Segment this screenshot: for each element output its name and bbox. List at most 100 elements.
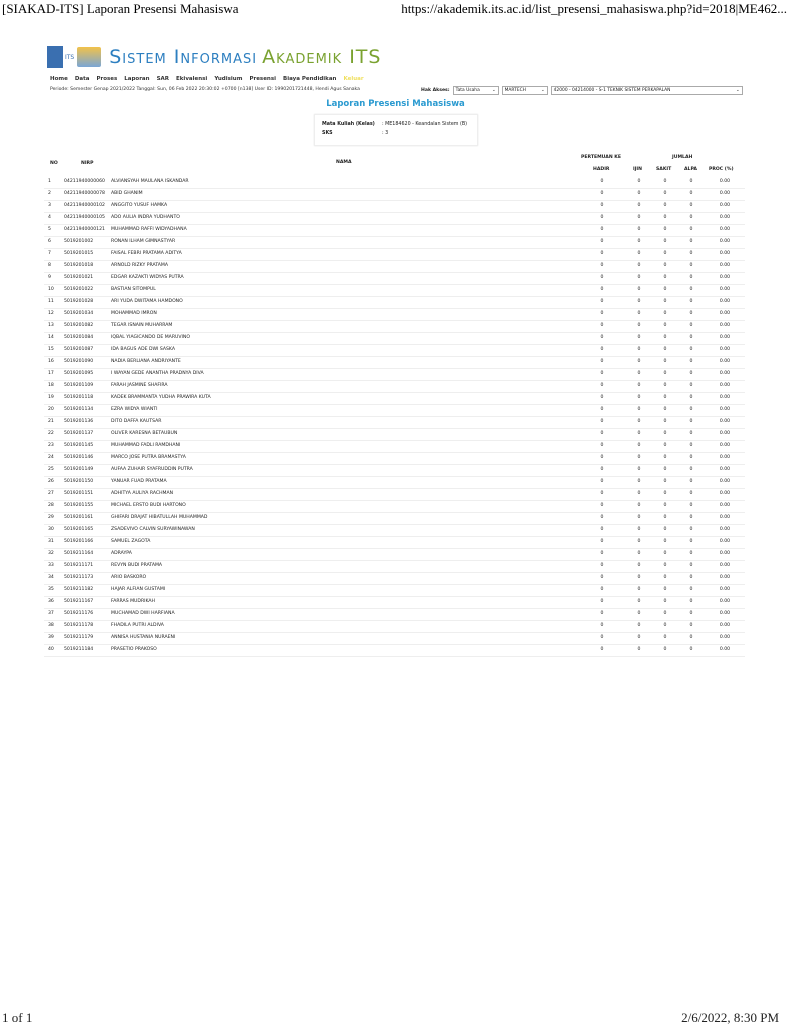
cell-ijin: 0 bbox=[637, 479, 641, 484]
cell-name: ABID GHANIM bbox=[111, 191, 143, 196]
menu-item-laporan[interactable]: Laporan bbox=[124, 76, 150, 82]
cell-sakit: 0 bbox=[663, 311, 667, 316]
cell-proc: 0.00 bbox=[719, 419, 731, 424]
sks-label: SKS bbox=[322, 131, 333, 136]
cell-nirp: 5019201137 bbox=[64, 431, 94, 436]
cell-name: FHADILA PUTRI ALDIVA bbox=[111, 623, 164, 628]
cell-no: 16 bbox=[48, 359, 54, 364]
site-logo[interactable]: ITS Sistem Informasi Akademik ITS bbox=[47, 46, 381, 68]
col-jumlah: JUMLAH bbox=[672, 155, 693, 160]
cell-ijin: 0 bbox=[637, 263, 641, 268]
print-datetime: 2/6/2022, 8:30 PM bbox=[681, 1010, 779, 1025]
menu-item-ekivalensi[interactable]: Ekivalensi bbox=[176, 76, 208, 82]
cell-proc: 0.00 bbox=[719, 215, 731, 220]
cell-proc: 0.00 bbox=[719, 299, 731, 304]
cell-sakit: 0 bbox=[663, 479, 667, 484]
cell-hadir: 0 bbox=[600, 359, 604, 364]
cell-alpa: 0 bbox=[689, 647, 693, 652]
cell-name: MOHAMMAD IMRON bbox=[111, 311, 157, 316]
cell-nirp: 5019201151 bbox=[64, 491, 94, 496]
brand-part2: Akademik ITS bbox=[262, 46, 382, 68]
sks-value: : 3 bbox=[382, 131, 389, 136]
cell-name: DITO DAFFA KAUTSAR bbox=[111, 419, 162, 424]
menu-item-home[interactable]: Home bbox=[50, 76, 68, 82]
cell-sakit: 0 bbox=[663, 323, 667, 328]
cell-alpa: 0 bbox=[689, 491, 693, 496]
cell-proc: 0.00 bbox=[719, 479, 731, 484]
cell-proc: 0.00 bbox=[719, 587, 731, 592]
print-title: [SIAKAD-ITS] Laporan Presensi Mahasiswa bbox=[2, 1, 239, 16]
cell-name: TEGAR ISNAIN MUHARRAM bbox=[111, 323, 173, 328]
cell-name: ARI YUDA DWITAMA HAMDONO bbox=[111, 299, 183, 304]
cell-ijin: 0 bbox=[637, 623, 641, 628]
cell-no: 9 bbox=[48, 275, 51, 280]
cell-alpa: 0 bbox=[689, 371, 693, 376]
cell-hadir: 0 bbox=[600, 191, 604, 196]
cell-ijin: 0 bbox=[637, 215, 641, 220]
menu-item-keluar[interactable]: Keluar bbox=[343, 76, 364, 82]
cell-sakit: 0 bbox=[663, 647, 667, 652]
cell-nirp: 5019201145 bbox=[64, 443, 94, 448]
cell-hadir: 0 bbox=[600, 491, 604, 496]
cell-name: YANUAR FUAD PRATAMA bbox=[111, 479, 167, 484]
cell-sakit: 0 bbox=[663, 491, 667, 496]
table-row: 9 5019201021 EDGAR KAZAKTI WIDYAS PUTRA 0 0 0… bbox=[44, 272, 745, 285]
cell-ijin: 0 bbox=[637, 575, 641, 580]
cell-alpa: 0 bbox=[689, 515, 693, 520]
cell-nirp: 5019201146 bbox=[64, 455, 94, 460]
table-row: 40 5019211184 PRASETIO PRAKOSO 0 0 0 0 0.00 bbox=[44, 644, 745, 657]
role-select[interactable]: Tata Usaha ⌄ bbox=[452, 86, 499, 95]
table-row: 17 5019201095 I WAYAN GEDE ANANTHA PRADNYA… bbox=[44, 368, 745, 381]
unit-select[interactable]: MARTECH ⌄ bbox=[501, 86, 548, 95]
menu-item-biaya-pendidikan[interactable]: Biaya Pendidikan bbox=[283, 76, 337, 82]
table-row: 35 5019211182 HAJAR ALFIAN GUSTAMI 0 0 0 0 0.00 bbox=[44, 584, 745, 597]
cell-no: 39 bbox=[48, 635, 54, 640]
cell-alpa: 0 bbox=[689, 323, 693, 328]
cell-alpa: 0 bbox=[689, 299, 693, 304]
menu-item-sar[interactable]: SAR bbox=[156, 76, 170, 82]
cell-sakit: 0 bbox=[663, 515, 667, 520]
cell-sakit: 0 bbox=[663, 227, 667, 232]
menu-item-yudisium[interactable]: Yudisium bbox=[214, 76, 243, 82]
cell-no: 15 bbox=[48, 347, 54, 352]
cell-no: 7 bbox=[48, 251, 51, 256]
cell-ijin: 0 bbox=[637, 311, 641, 316]
cell-proc: 0.00 bbox=[719, 623, 731, 628]
cell-no: 38 bbox=[48, 623, 54, 628]
cell-sakit: 0 bbox=[663, 179, 667, 184]
cell-ijin: 0 bbox=[637, 503, 641, 508]
cell-hadir: 0 bbox=[600, 563, 604, 568]
cell-sakit: 0 bbox=[663, 203, 667, 208]
table-row: 16 5019201090 NADIA BERLIANA ANDRIYANTE 0 0 0… bbox=[44, 356, 745, 369]
cell-sakit: 0 bbox=[663, 335, 667, 340]
cell-nirp: 5019201015 bbox=[64, 251, 94, 256]
cell-ijin: 0 bbox=[637, 515, 641, 520]
menu-item-presensi[interactable]: Presensi bbox=[249, 76, 277, 82]
cell-hadir: 0 bbox=[600, 431, 604, 436]
cell-name: FAISAL FEBRI PRATAMA ADITYA bbox=[111, 251, 182, 256]
prodi-select[interactable]: 42000 - 04214000 - S-1 TEKNIK SISTEM PER… bbox=[550, 86, 743, 95]
cell-alpa: 0 bbox=[689, 263, 693, 268]
menu-item-data[interactable]: Data bbox=[74, 76, 90, 82]
cell-name: IDA BAGUS ADE DWI SASKA bbox=[111, 347, 175, 352]
cell-sakit: 0 bbox=[663, 539, 667, 544]
cell-name: MARCO JOSE PUTRA BRAMASTYA bbox=[111, 455, 186, 460]
cell-ijin: 0 bbox=[637, 383, 641, 388]
cell-no: 33 bbox=[48, 563, 54, 568]
cell-nirp: 5019201134 bbox=[64, 407, 94, 412]
cell-name: GHIFARI DRAJAT HIBATULLAH MUHAMMAD bbox=[111, 515, 208, 520]
cell-ijin: 0 bbox=[637, 287, 641, 292]
page-title: Laporan Presensi Mahasiswa bbox=[326, 99, 465, 109]
cell-no: 3 bbox=[48, 203, 51, 208]
cell-alpa: 0 bbox=[689, 383, 693, 388]
cell-proc: 0.00 bbox=[719, 311, 731, 316]
cell-nirp: 5019201082 bbox=[64, 323, 94, 328]
cell-nirp: 5019201021 bbox=[64, 275, 94, 280]
cell-alpa: 0 bbox=[689, 203, 693, 208]
cell-ijin: 0 bbox=[637, 203, 641, 208]
cell-hadir: 0 bbox=[600, 215, 604, 220]
cell-no: 27 bbox=[48, 491, 54, 496]
cell-hadir: 0 bbox=[600, 275, 604, 280]
cell-ijin: 0 bbox=[637, 251, 641, 256]
menu-item-proses[interactable]: Proses bbox=[96, 76, 118, 82]
